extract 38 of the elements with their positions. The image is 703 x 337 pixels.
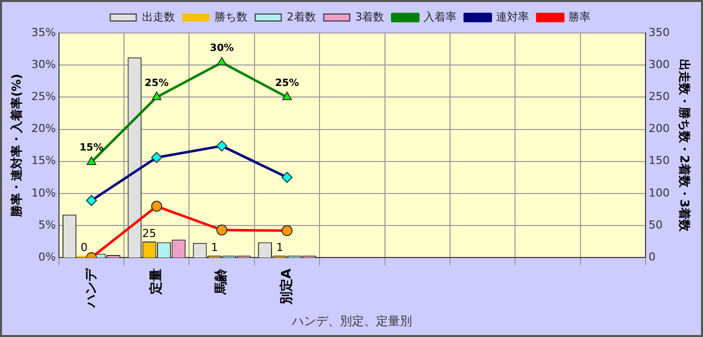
data-label: 25 (142, 226, 156, 240)
y2-axis-title: 出走数・勝ち数・2着数・3着数 (678, 58, 692, 233)
data-label: 15% (79, 142, 104, 154)
x-axis-title: ハンデ、別定、定量別 (291, 314, 412, 328)
y2-tick-label: 100 (648, 186, 670, 200)
y-axis-title: 勝率・連対率・入着率(%) (9, 74, 24, 218)
x-tick-label: 別定A (278, 268, 294, 306)
legend-label: 3着数 (355, 10, 384, 24)
y-tick-label: 20% (31, 122, 56, 136)
y-tick-label: 15% (31, 154, 56, 168)
y2-tick-label: 200 (648, 122, 670, 136)
legend-label: 勝率 (568, 10, 591, 24)
x-tick-label: 馬齢 (214, 268, 230, 296)
y2-tick-label: 350 (648, 26, 670, 39)
data-label: 25% (144, 78, 169, 89)
legend-label: 2着数 (286, 10, 316, 24)
y2-tick-label: 0 (648, 250, 656, 264)
data-label: 0 (80, 240, 88, 254)
x-tick-label: 定量 (148, 268, 164, 296)
y2-tick-label: 50 (648, 218, 663, 232)
legend-label: 連対率 (496, 10, 530, 24)
data-label: 1 (211, 240, 218, 254)
y-tick-label: 35% (31, 26, 56, 39)
legend-label: 勝ち数 (214, 10, 248, 24)
data-label: 30% (210, 43, 234, 54)
y-tick-label: 5% (38, 218, 56, 232)
y-tick-label: 25% (31, 90, 56, 104)
y-tick-label: 30% (31, 58, 56, 71)
y-tick-label: 10% (31, 186, 56, 200)
y2-tick-label: 300 (648, 58, 670, 71)
y2-tick-label: 250 (648, 90, 670, 104)
legend-label: 入着率 (424, 10, 457, 24)
x-tick-label: ハンデ (84, 268, 99, 309)
data-label: 1 (276, 240, 284, 254)
y-tick-label: 0% (38, 250, 56, 264)
data-label: 25% (275, 78, 299, 89)
y2-tick-label: 150 (648, 154, 670, 168)
legend-label: 出走数 (142, 10, 175, 24)
